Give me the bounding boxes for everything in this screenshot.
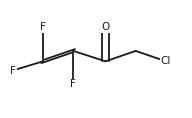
Text: F: F xyxy=(40,22,46,32)
Text: F: F xyxy=(10,65,16,76)
Text: O: O xyxy=(101,22,110,32)
Text: Cl: Cl xyxy=(161,56,171,66)
Text: F: F xyxy=(70,79,76,89)
